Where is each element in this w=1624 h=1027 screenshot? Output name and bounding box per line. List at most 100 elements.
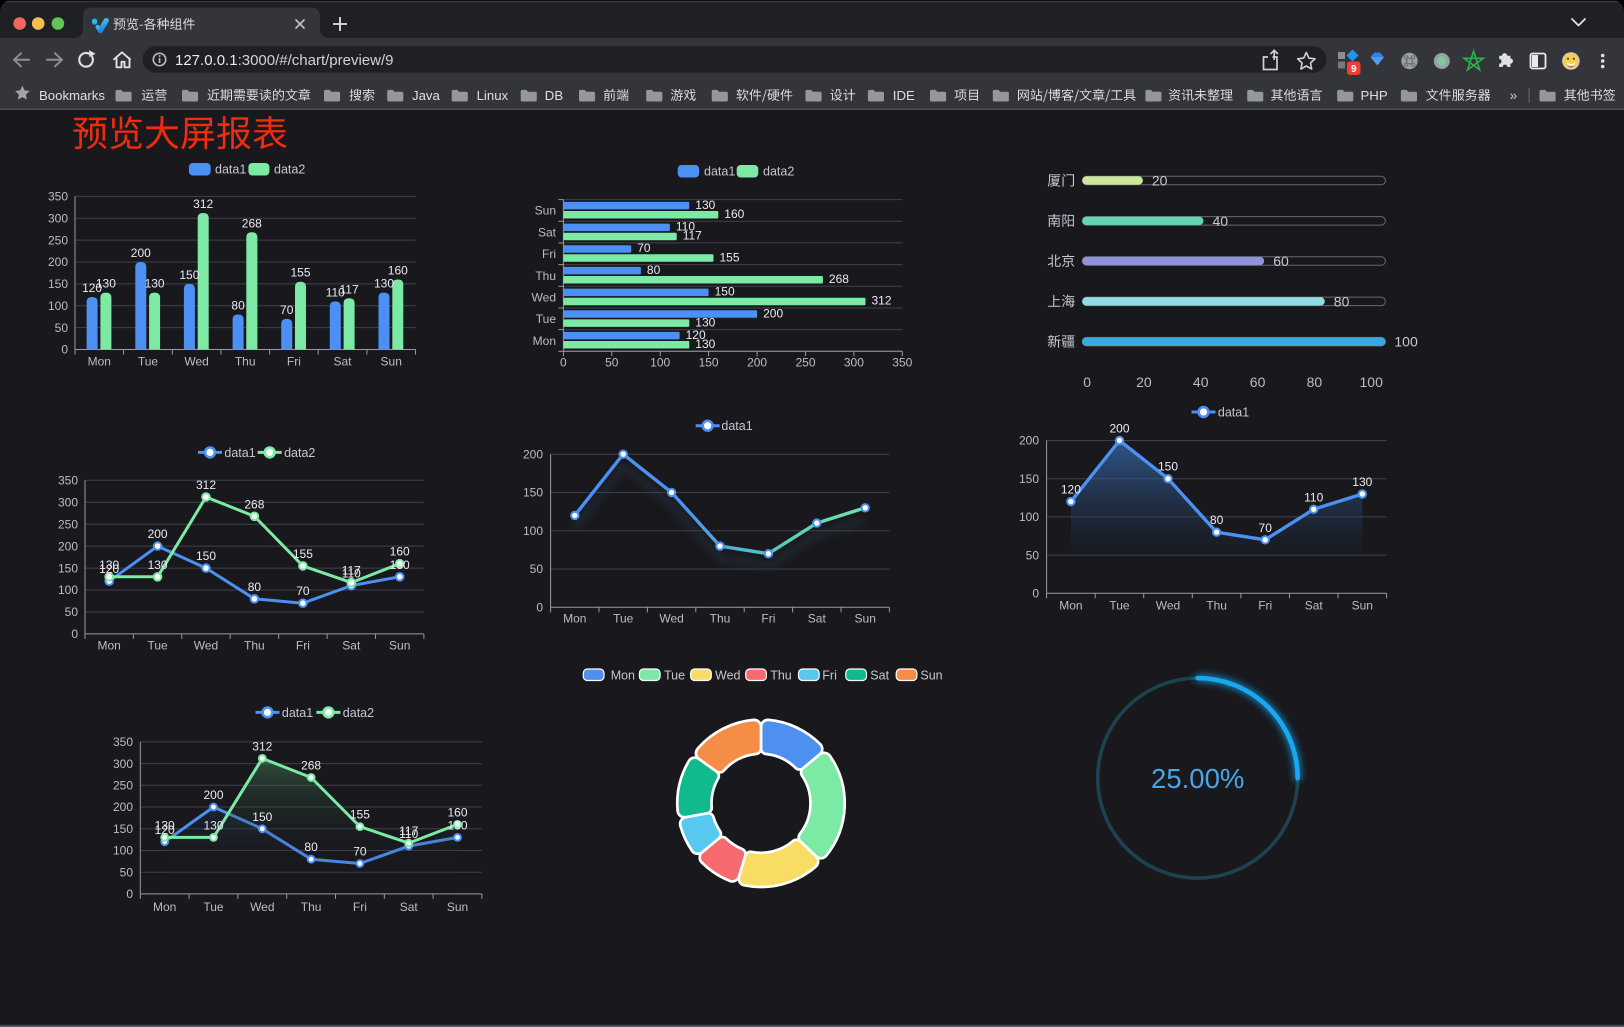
svg-text:20: 20 [1152, 173, 1168, 189]
svg-text:Mon: Mon [533, 334, 556, 348]
svg-text:130: 130 [96, 277, 116, 291]
svg-text:80: 80 [248, 580, 262, 594]
svg-text:150: 150 [715, 285, 735, 299]
svg-text:70: 70 [353, 845, 367, 859]
svg-text:200: 200 [203, 788, 223, 802]
svg-text:Mon: Mon [153, 900, 176, 914]
svg-text:Thu: Thu [710, 612, 731, 626]
svg-text:80: 80 [1334, 293, 1350, 309]
svg-text:110: 110 [342, 567, 361, 581]
svg-text:0: 0 [560, 356, 567, 370]
svg-text:Sat: Sat [333, 355, 352, 369]
svg-text:312: 312 [193, 197, 213, 211]
svg-text:Sat: Sat [538, 225, 557, 239]
svg-text:Sat: Sat [1305, 599, 1324, 613]
svg-text:Sun: Sun [389, 639, 410, 653]
svg-text:150: 150 [252, 810, 272, 824]
svg-text:70: 70 [637, 241, 651, 255]
svg-text:0: 0 [536, 601, 543, 615]
svg-text:Wed: Wed [715, 669, 741, 683]
svg-text:Tue: Tue [536, 312, 557, 326]
svg-text:Tue: Tue [147, 639, 168, 653]
svg-text:60: 60 [1250, 374, 1266, 390]
svg-text:Fri: Fri [353, 900, 367, 914]
svg-text:data1: data1 [1218, 406, 1249, 420]
svg-text:120: 120 [686, 328, 706, 342]
svg-text:350: 350 [48, 190, 68, 204]
svg-text:100: 100 [113, 844, 133, 858]
svg-text:350: 350 [58, 474, 78, 488]
svg-text:0: 0 [126, 887, 133, 901]
svg-text:data1: data1 [282, 706, 313, 720]
svg-text:100: 100 [1019, 510, 1039, 524]
svg-text:20: 20 [1136, 374, 1152, 390]
svg-text:50: 50 [530, 562, 544, 576]
svg-text:100: 100 [1360, 374, 1384, 390]
svg-text:130: 130 [145, 277, 165, 291]
svg-text:50: 50 [1026, 548, 1040, 562]
svg-text:Fri: Fri [542, 247, 556, 261]
svg-text:Sun: Sun [535, 204, 556, 218]
svg-text:Sun: Sun [381, 355, 402, 369]
svg-text:Wed: Wed [184, 355, 208, 369]
svg-text:Fri: Fri [296, 639, 310, 653]
svg-text:350: 350 [113, 735, 133, 749]
svg-text:312: 312 [196, 478, 216, 492]
svg-text:100: 100 [58, 583, 78, 597]
svg-text:155: 155 [293, 547, 313, 561]
svg-text:200: 200 [523, 447, 543, 461]
svg-text:130: 130 [155, 818, 175, 832]
svg-text:80: 80 [304, 840, 318, 854]
svg-text:PHP: PHP [1361, 88, 1388, 103]
svg-text:Wed: Wed [250, 900, 274, 914]
svg-text:Thu: Thu [301, 900, 322, 914]
svg-text:117: 117 [399, 824, 418, 838]
svg-text:117: 117 [683, 229, 702, 243]
svg-text:IDE: IDE [893, 88, 915, 103]
svg-text:Fri: Fri [822, 669, 837, 683]
svg-text:Fri: Fri [1258, 599, 1272, 613]
svg-text:268: 268 [829, 272, 849, 286]
svg-text:data1: data1 [704, 164, 735, 178]
svg-text:data2: data2 [763, 164, 794, 178]
svg-text:100: 100 [650, 356, 670, 370]
svg-text:Tue: Tue [664, 669, 685, 683]
svg-text:data2: data2 [274, 162, 305, 176]
svg-text:Mon: Mon [98, 639, 121, 653]
svg-text:Tue: Tue [613, 612, 634, 626]
svg-text:160: 160 [724, 207, 744, 221]
svg-text:50: 50 [605, 356, 619, 370]
svg-text:155: 155 [720, 250, 740, 264]
svg-text:250: 250 [113, 779, 133, 793]
svg-text:200: 200 [1109, 422, 1129, 436]
svg-text:DB: DB [545, 88, 564, 103]
svg-text:40: 40 [1193, 374, 1209, 390]
svg-text:130: 130 [148, 558, 168, 572]
svg-text:150: 150 [1019, 472, 1039, 486]
svg-text:250: 250 [48, 233, 68, 247]
svg-text:110: 110 [1304, 490, 1323, 504]
svg-text:Sun: Sun [855, 612, 876, 626]
svg-text:268: 268 [301, 759, 321, 773]
svg-text:268: 268 [244, 497, 264, 511]
svg-text:100: 100 [48, 299, 68, 313]
svg-text:155: 155 [290, 266, 310, 280]
svg-text:250: 250 [795, 356, 815, 370]
svg-text:300: 300 [113, 757, 133, 771]
svg-text:150: 150 [48, 277, 68, 291]
svg-text:130: 130 [695, 315, 715, 329]
svg-text:120: 120 [99, 562, 119, 576]
svg-text:130: 130 [1352, 475, 1372, 489]
svg-text:127.0.0.1:3000/#/chart/preview: 127.0.0.1:3000/#/chart/preview/9 [175, 52, 394, 69]
svg-text:40: 40 [1213, 213, 1229, 229]
svg-text:130: 130 [390, 558, 410, 572]
svg-text:Tue: Tue [203, 900, 224, 914]
svg-text:110: 110 [326, 285, 345, 299]
svg-text:data2: data2 [343, 706, 374, 720]
svg-text:Tue: Tue [138, 355, 159, 369]
svg-text:Thu: Thu [535, 269, 556, 283]
svg-text:data1: data1 [215, 162, 246, 176]
svg-text:Java: Java [412, 88, 441, 103]
svg-text:200: 200 [131, 246, 151, 260]
svg-text:117: 117 [342, 564, 361, 578]
